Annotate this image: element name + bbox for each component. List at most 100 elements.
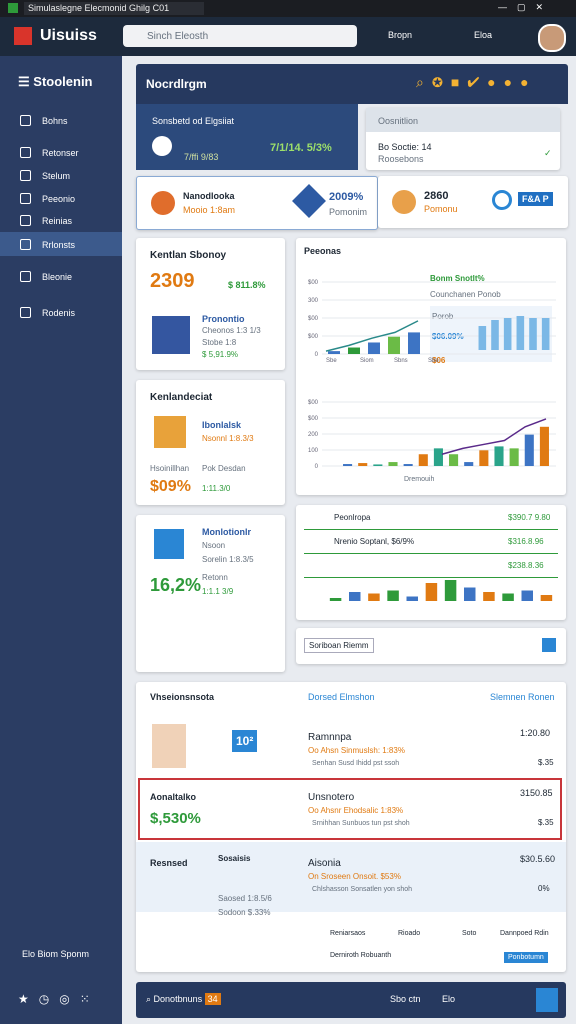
bar: [494, 446, 504, 466]
bar: [403, 464, 413, 466]
sidebar-icons[interactable]: ★◷◎⁙: [18, 992, 100, 1006]
table-value: $390.7 9.80: [508, 513, 551, 522]
table-label: Nrenio Soptanl, $6/9%: [334, 537, 415, 546]
kpi-line: Sorelin 1:8.3/5: [202, 555, 254, 564]
bar: [449, 454, 459, 466]
chart-x-label: Dremouih: [404, 476, 435, 483]
search-placeholder: Sinch Eleosth: [147, 31, 209, 42]
list-header[interactable]: Slemnen Ronen: [490, 692, 555, 702]
sidebar-icon: [20, 307, 31, 318]
profile-avatar: [151, 191, 175, 215]
bar: [483, 592, 495, 601]
bar: [387, 590, 399, 601]
footer-tab[interactable]: ⌕ Donotbnuns 34: [146, 993, 221, 1005]
footer-link[interactable]: Elo: [442, 994, 456, 1004]
sidebar-icon: [20, 193, 31, 204]
bar: [502, 593, 514, 601]
page-header: Nocrdlrgm ⌕✪■✔●●●: [136, 64, 568, 104]
row-name: Unsnotero: [308, 792, 355, 803]
bar: [329, 598, 342, 601]
sidebar-item[interactable]: Bohns: [42, 116, 68, 126]
app-header: Uisuiss Sinch Eleosth Bropn Eloa: [0, 17, 576, 56]
bar: [509, 448, 519, 466]
browser-tab[interactable]: Simulaslegne Elecmonid Ghilg C01: [24, 2, 204, 15]
kpi-right: Pok Desdan: [202, 464, 246, 473]
bar: [464, 587, 476, 601]
header-icons[interactable]: ⌕✪■✔●●●: [416, 74, 537, 90]
row-action[interactable]: Soto: [462, 930, 477, 937]
header-link[interactable]: Bropn: [388, 30, 413, 40]
row-sub: On Sroseen Onsoit. $53%: [308, 872, 401, 881]
footer-badge: 34: [204, 993, 221, 1005]
y-label: 0: [315, 352, 319, 358]
header-link[interactable]: Eloa: [474, 30, 493, 40]
browser-bar: Simulaslegne Elecmonid Ghilg C01 — ▢ ✕: [0, 0, 576, 17]
kpi-line: Stobe 1:8: [202, 338, 237, 347]
summary-title: Sonsbetd od Elgsiiat: [152, 116, 235, 126]
bar: [373, 464, 383, 466]
table-chart: [329, 580, 553, 601]
row-left: Aonaltalko: [150, 792, 197, 802]
filter-input[interactable]: Soriboan Riemm: [304, 638, 374, 653]
profile-badge[interactable]: F&A P: [518, 192, 553, 206]
tab-icon: [8, 3, 18, 13]
sidebar-footer[interactable]: Elo Biom Sponm: [22, 949, 90, 959]
profile-avatar: [392, 190, 416, 214]
table-card: Peonlropa $390.7 9.80 Nrenio Soptanl, $6/9…: [296, 505, 566, 620]
kpi-name: Pronontio: [202, 314, 245, 324]
profile-card: Nanodlooka Mooio 1:8am 2009% Pomonim: [136, 176, 378, 230]
sidebar-icon: [20, 147, 31, 158]
legend-title: Bonm Snotlt%: [430, 274, 485, 283]
bar: [524, 434, 534, 466]
row-action[interactable]: Dannpoed Rdin: [500, 930, 549, 937]
y-label: $00: [308, 316, 319, 322]
bar: [529, 318, 537, 350]
sidebar-item[interactable]: Bleonie: [42, 272, 73, 282]
sidebar-item[interactable]: Reinias: [42, 216, 73, 226]
sidebar-item[interactable]: Rrlonsts: [42, 240, 76, 250]
table-value: $316.8.96: [508, 537, 544, 546]
footer-button[interactable]: [536, 988, 558, 1012]
bar: [343, 464, 353, 466]
footer-tab-text: Donotbnuns: [153, 994, 203, 1004]
search-box[interactable]: Sinch Eleosth: [123, 25, 357, 47]
list-header[interactable]: Dorsed Elmshon: [308, 692, 375, 702]
sidebar-item[interactable]: Peeonio: [42, 194, 76, 204]
row-action[interactable]: Derniroth Robuanth: [330, 952, 392, 959]
profile-name: Nanodlooka: [183, 191, 235, 201]
bar: [368, 593, 380, 601]
profile-card: 2860 Pomonu F&A P: [378, 176, 568, 228]
kpi-left: Hsoinillhan: [150, 464, 190, 473]
kpi-title: Monlotionlr: [202, 527, 251, 537]
filter-button[interactable]: [542, 638, 556, 652]
bar: [433, 448, 443, 466]
row-action[interactable]: Reniarsaos: [330, 930, 366, 937]
kpi-image: [154, 529, 184, 559]
row-sub: Oo Ahsnr Ehodsalic 1:83%: [308, 806, 404, 815]
sidebar-item[interactable]: Rodenis: [42, 308, 76, 318]
kpi-label: Retonn: [202, 573, 228, 582]
row-action[interactable]: Rioado: [398, 930, 421, 937]
summary-right: 7/1/14. 5/3%: [270, 142, 332, 154]
y-label: $00: [308, 400, 319, 406]
sidebar-item[interactable]: Stelum: [42, 171, 71, 181]
bar: [540, 595, 553, 601]
sidebar-item[interactable]: Retonser: [42, 148, 79, 158]
avatar[interactable]: [538, 24, 566, 52]
row-qty: 0%: [538, 884, 550, 893]
table-sep: [304, 577, 558, 578]
status-card: Oosnitlion Bo Soctie: 14 Roosebons ✓: [366, 108, 560, 170]
bar: [491, 320, 499, 350]
bar: [464, 462, 474, 466]
footer-link[interactable]: Sbo ctn: [390, 994, 421, 1004]
summary-card: Sonsbetd od Elgsiiat 7/ffi 9/83 7/1/14. …: [136, 104, 358, 170]
sidebar-icon: [20, 239, 31, 250]
status-title: Oosnitlion: [378, 116, 419, 126]
row-action[interactable]: Ponbotumn: [504, 952, 548, 963]
status-check[interactable]: ✓: [544, 148, 552, 158]
row-badge: Sosaisis: [218, 854, 251, 863]
bar: [348, 347, 360, 354]
window-controls[interactable]: — ▢ ✕: [498, 2, 544, 12]
chart-title: Peeonas: [304, 246, 342, 256]
bar: [503, 318, 512, 350]
